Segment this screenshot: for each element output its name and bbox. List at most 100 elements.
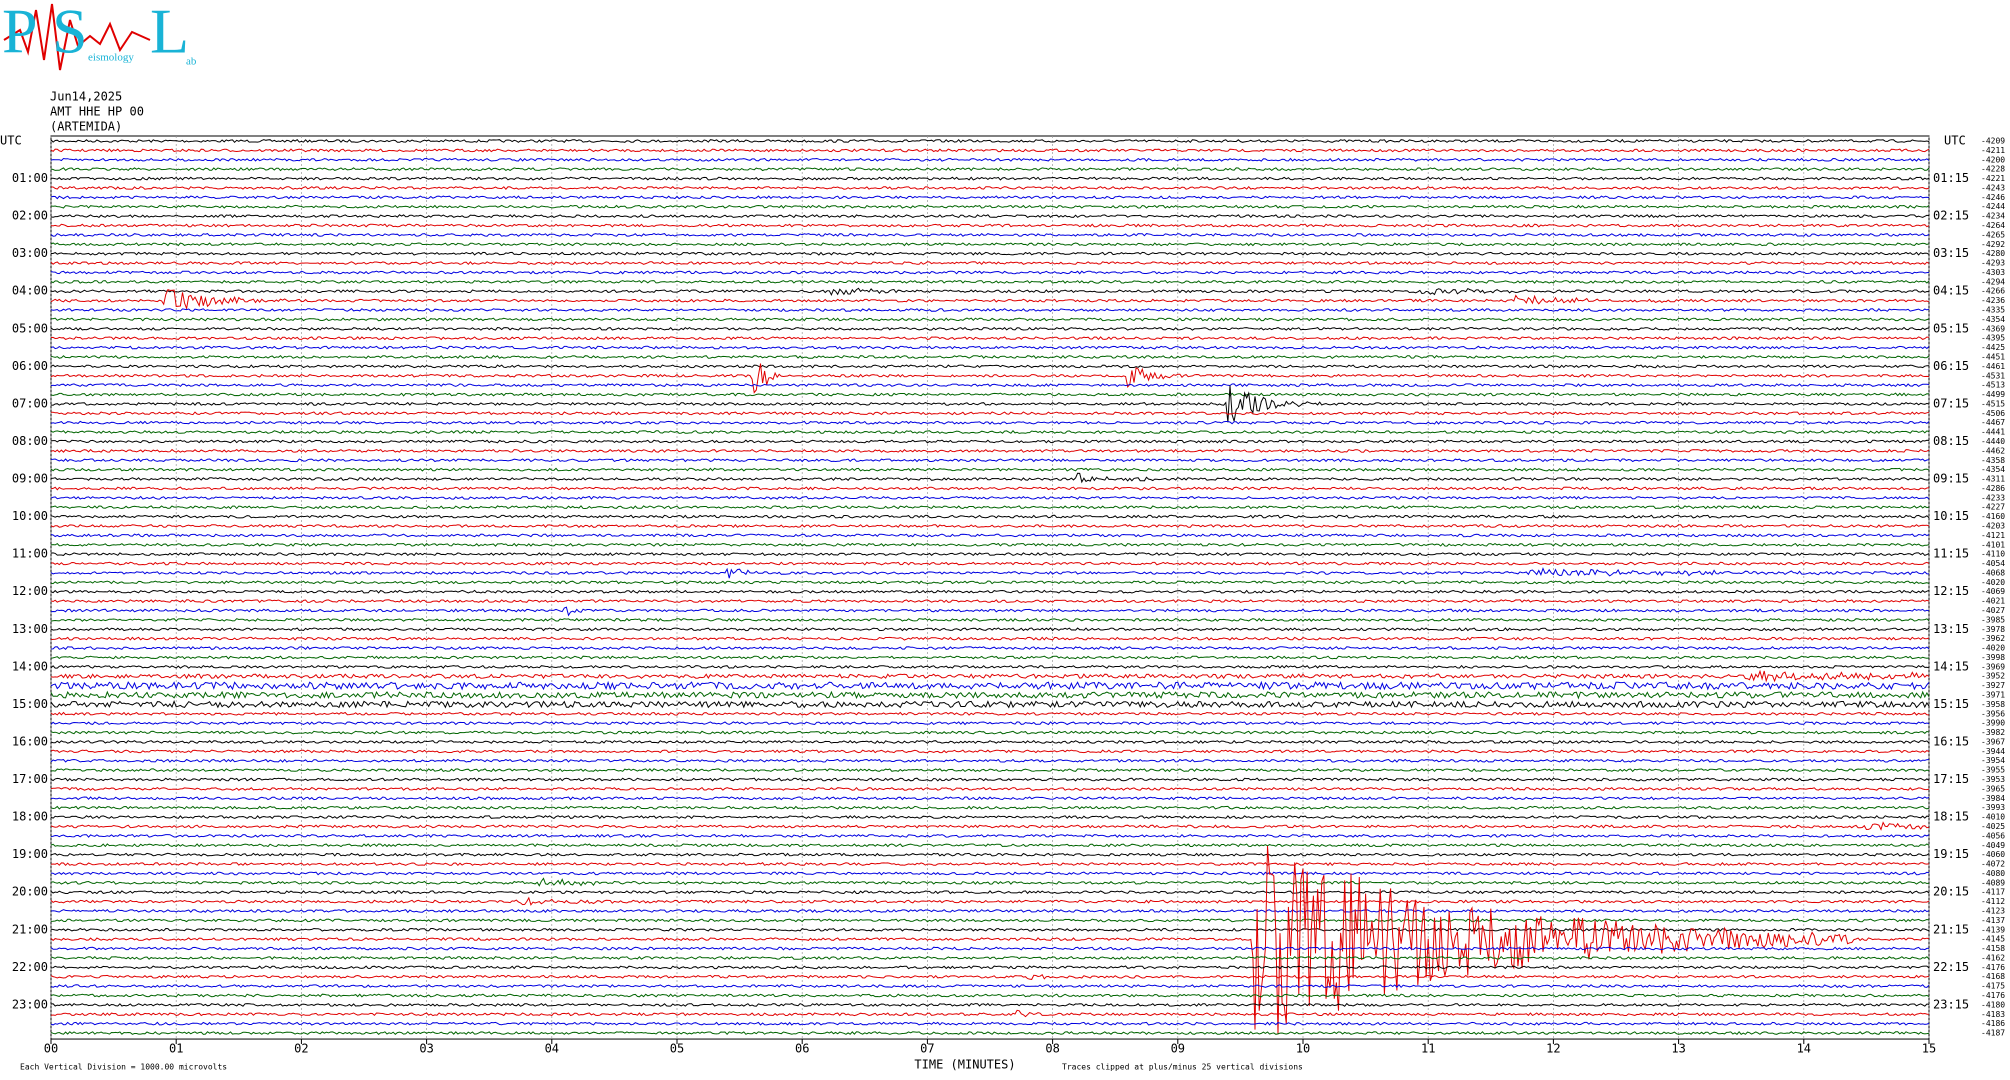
trace xyxy=(50,700,1930,709)
hour-label-right: 11:15 xyxy=(1933,547,1969,561)
trace xyxy=(50,955,1930,960)
x-tick-label: 04 xyxy=(545,1042,559,1056)
trace xyxy=(50,721,1930,726)
x-tick-label: 10 xyxy=(1296,1042,1310,1056)
trace xyxy=(50,495,1930,500)
logo-word: eismology xyxy=(88,52,134,64)
trace xyxy=(50,973,1930,980)
row-offset: -4233 xyxy=(1981,493,2005,502)
row-offset: -4137 xyxy=(1981,916,2005,925)
trace xyxy=(50,664,1930,669)
trace xyxy=(50,472,1930,484)
row-offset: -4531 xyxy=(1981,371,2005,380)
trace xyxy=(51,251,1930,256)
row-offset: -4089 xyxy=(1981,878,2005,887)
row-offset: -4425 xyxy=(1981,343,2005,352)
hour-label-left: 10:00 xyxy=(12,509,48,523)
row-offset: -4499 xyxy=(1981,390,2005,399)
row-offset: -4160 xyxy=(1981,512,2005,521)
trace xyxy=(50,1002,1930,1007)
trace xyxy=(50,430,1930,435)
row-offset: -4180 xyxy=(1981,1000,2005,1009)
hour-label-left: 22:00 xyxy=(12,960,48,974)
row-offset: -4176 xyxy=(1981,963,2005,972)
trace xyxy=(50,852,1930,857)
hour-label-left: 02:00 xyxy=(12,209,48,223)
trace xyxy=(50,796,1930,801)
row-offset: -4354 xyxy=(1981,315,2005,324)
hour-label-left: 21:00 xyxy=(12,922,48,936)
row-offset: -4021 xyxy=(1981,597,2005,606)
hour-label-left: 19:00 xyxy=(12,847,48,861)
trace xyxy=(50,589,1930,594)
hour-label-left: 06:00 xyxy=(12,359,48,373)
hour-label-left: 14:00 xyxy=(12,659,48,673)
row-offset: -4187 xyxy=(1981,1029,2005,1038)
hour-label-left: 04:00 xyxy=(12,284,48,298)
trace xyxy=(50,514,1930,519)
row-offset: -3971 xyxy=(1981,691,2005,700)
x-tick-label: 09 xyxy=(1171,1042,1185,1056)
row-offset: -4234 xyxy=(1981,212,2005,221)
row-offset: -4112 xyxy=(1981,897,2005,906)
trace xyxy=(50,627,1930,632)
row-offset: -4183 xyxy=(1981,1010,2005,1019)
row-offset: -4227 xyxy=(1981,503,2005,512)
trace xyxy=(50,908,1930,914)
x-tick-label: 08 xyxy=(1045,1042,1059,1056)
x-tick-label: 00 xyxy=(44,1042,58,1056)
row-offset: -4121 xyxy=(1981,531,2005,540)
hour-label-right: 09:15 xyxy=(1933,472,1969,486)
row-offset: -4303 xyxy=(1981,268,2005,277)
trace xyxy=(50,815,1930,820)
row-offset: -4027 xyxy=(1981,606,2005,615)
row-offset: -4264 xyxy=(1981,221,2005,230)
row-offset: -4020 xyxy=(1981,578,2005,587)
trace xyxy=(50,354,1930,359)
trace xyxy=(50,505,1930,510)
trace xyxy=(50,871,1930,876)
x-tick-label: 11 xyxy=(1421,1042,1435,1056)
x-tick-label: 03 xyxy=(419,1042,433,1056)
row-offset: -4211 xyxy=(1981,146,2005,155)
trace xyxy=(50,287,1930,296)
row-offset: -4354 xyxy=(1981,465,2005,474)
logo-letter: L xyxy=(150,0,189,67)
hour-label-right: 17:15 xyxy=(1933,772,1969,786)
trace xyxy=(50,680,1930,691)
title-line: AMT HHE HP 00 xyxy=(50,105,144,119)
trace xyxy=(50,845,1930,1035)
trace xyxy=(50,768,1930,773)
x-tick-label: 05 xyxy=(670,1042,684,1056)
row-offset: -4440 xyxy=(1981,437,2005,446)
logo-word: ab xyxy=(186,56,197,68)
trace xyxy=(50,336,1930,341)
x-tick-label: 13 xyxy=(1671,1042,1685,1056)
row-offset: -4286 xyxy=(1981,484,2005,493)
trace xyxy=(50,383,1930,388)
hour-label-right: 02:15 xyxy=(1933,209,1969,223)
trace xyxy=(50,363,1930,394)
title-line: Jun14,2025 xyxy=(50,90,122,104)
row-offset: -3990 xyxy=(1981,719,2005,728)
trace xyxy=(50,195,1930,200)
trace xyxy=(50,307,1930,312)
row-offset: -4025 xyxy=(1981,822,2005,831)
trace xyxy=(50,533,1930,538)
x-tick-label: 01 xyxy=(169,1042,183,1056)
row-offset: -4228 xyxy=(1981,165,2005,174)
row-offset: -3984 xyxy=(1981,794,2005,803)
row-offset: -4513 xyxy=(1981,381,2005,390)
row-offset: -4054 xyxy=(1981,559,2005,568)
trace xyxy=(50,448,1930,453)
hour-label-left: 01:00 xyxy=(12,171,48,185)
trace xyxy=(50,270,1930,275)
hour-label-right: 14:15 xyxy=(1933,659,1969,673)
row-offset: -3955 xyxy=(1981,766,2005,775)
logo: P S L eismology ab xyxy=(2,0,197,71)
row-offset: -3993 xyxy=(1981,803,2005,812)
hour-label-left: 12:00 xyxy=(12,584,48,598)
x-tick-label: 14 xyxy=(1797,1042,1811,1056)
row-offset: -4209 xyxy=(1981,137,2005,146)
row-offset: -4461 xyxy=(1981,362,2005,371)
